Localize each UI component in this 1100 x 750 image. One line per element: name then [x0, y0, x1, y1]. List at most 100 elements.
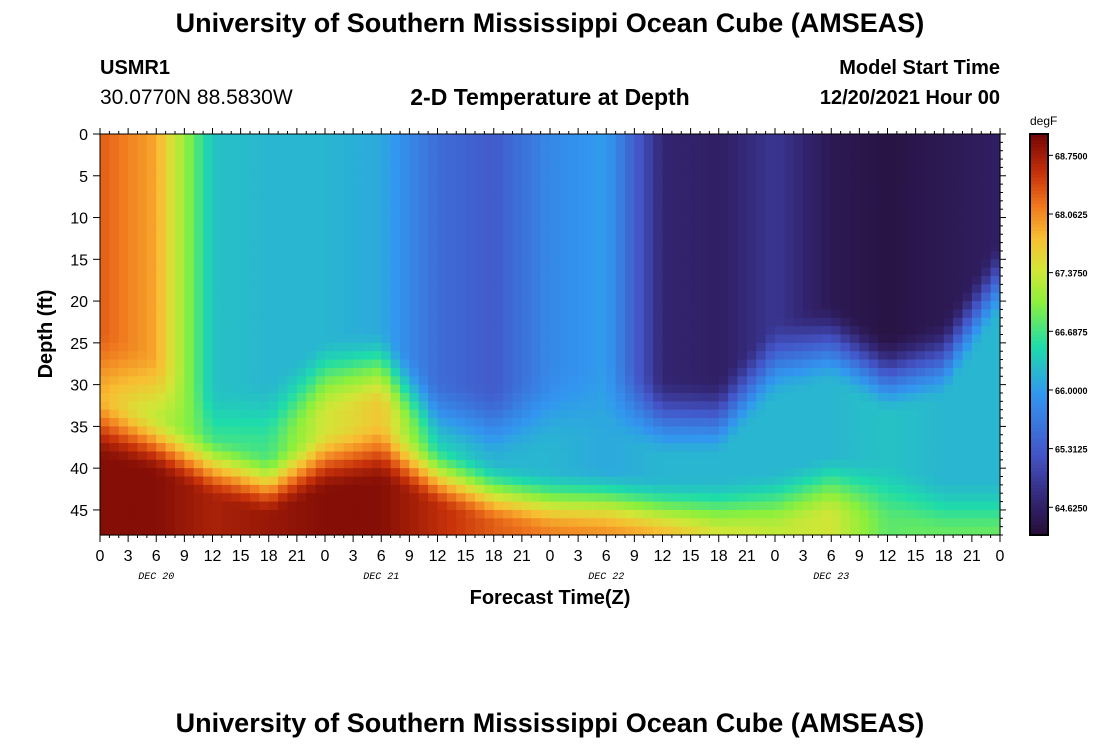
heatmap-cell [671, 518, 682, 528]
heatmap-cell [118, 501, 129, 511]
heatmap-cell [493, 301, 504, 311]
heatmap-cell [925, 267, 935, 277]
heatmap-cell [484, 301, 495, 311]
heatmap-cell [371, 292, 382, 302]
heatmap-cell [137, 459, 148, 469]
heatmap-cell [109, 409, 120, 419]
heatmap-cell [362, 351, 373, 361]
heatmap-cell [850, 459, 860, 469]
heatmap-cell [615, 526, 626, 536]
heatmap-cell [371, 234, 382, 244]
heatmap-cell [850, 234, 860, 244]
heatmap-cell [221, 175, 232, 185]
heatmap-cell [643, 217, 654, 227]
heatmap-cell [184, 326, 195, 336]
heatmap-cell [878, 134, 889, 143]
heatmap-cell [137, 401, 148, 411]
heatmap-cell [821, 284, 832, 294]
heatmap-cell [409, 259, 420, 269]
heatmap-cell [137, 284, 148, 294]
heatmap-cell [475, 392, 485, 402]
heatmap-cell [353, 276, 364, 285]
heatmap-cell [878, 159, 889, 169]
heatmap-cell [540, 351, 551, 361]
heatmap-cell [268, 501, 279, 511]
heatmap-cell [484, 451, 495, 461]
heatmap-cell [306, 209, 317, 219]
heatmap-cell [465, 134, 476, 143]
heatmap-cell [906, 184, 917, 194]
heatmap-cell [634, 501, 645, 511]
heatmap-cell [718, 184, 729, 194]
heatmap-cell [606, 184, 617, 194]
heatmap-cell [831, 418, 842, 427]
heatmap-cell [409, 342, 420, 352]
heatmap-cell [596, 468, 607, 478]
heatmap-cell [418, 459, 429, 469]
heatmap-cell [690, 184, 701, 194]
heatmap-cell [400, 509, 410, 519]
heatmap-cell [793, 184, 804, 194]
heatmap-cell [737, 418, 748, 427]
heatmap-cell [381, 409, 392, 419]
heatmap-cell [868, 175, 879, 185]
heatmap-cell [559, 250, 570, 260]
heatmap-cell [765, 476, 776, 486]
heatmap-cell [512, 526, 523, 536]
heatmap-cell [118, 134, 129, 143]
heatmap-cell [418, 276, 429, 285]
heatmap-cell [896, 443, 907, 453]
heatmap-cell [662, 409, 673, 419]
heatmap-cell [606, 250, 617, 260]
heatmap-cell [821, 384, 832, 394]
heatmap-cell [896, 267, 907, 277]
heatmap-cell [118, 376, 129, 386]
heatmap-cell [503, 384, 514, 394]
heatmap-cell [831, 434, 842, 444]
heatmap-cell [756, 401, 767, 411]
heatmap-cell [662, 434, 673, 444]
heatmap-cell [728, 501, 739, 511]
heatmap-cell [690, 292, 701, 302]
heatmap-cell [981, 134, 992, 143]
heatmap-cell [493, 342, 504, 352]
heatmap-cell [409, 459, 420, 469]
heatmap-cell [718, 476, 729, 486]
heatmap-cell [531, 150, 542, 160]
heatmap-cell [221, 276, 232, 285]
heatmap-cell [662, 276, 673, 285]
heatmap-cell [925, 250, 935, 260]
heatmap-cell [128, 459, 139, 469]
heatmap-cell [737, 451, 748, 461]
heatmap-cell [465, 326, 476, 336]
heatmap-cell [278, 309, 289, 319]
heatmap-cell [840, 451, 851, 461]
heatmap-cell [109, 418, 120, 427]
heatmap-cell [878, 376, 889, 386]
heatmap-cell [475, 259, 485, 269]
heatmap-cell [137, 392, 148, 402]
heatmap-cell [784, 301, 795, 311]
heatmap-cell [118, 392, 129, 402]
heatmap-cell [475, 225, 485, 235]
heatmap-cell [409, 451, 420, 461]
heatmap-cell [915, 401, 926, 411]
heatmap-cell [550, 167, 560, 177]
heatmap-cell [175, 234, 185, 244]
heatmap-cell [418, 334, 429, 344]
heatmap-cell [456, 309, 467, 319]
heatmap-cell [212, 267, 223, 277]
heatmap-cell [550, 526, 560, 536]
heatmap-cell [643, 501, 654, 511]
heatmap-cell [512, 359, 523, 369]
x-tick-label: 6 [602, 548, 611, 565]
heatmap-cell [493, 501, 504, 511]
heatmap-cell [521, 326, 532, 336]
heatmap-cell [437, 459, 448, 469]
heatmap-cell [990, 284, 1001, 294]
heatmap-cell [493, 326, 504, 336]
heatmap-cell [887, 284, 898, 294]
heatmap-cell [812, 301, 823, 311]
heatmap-cell [728, 301, 739, 311]
heatmap-cell [203, 309, 214, 319]
